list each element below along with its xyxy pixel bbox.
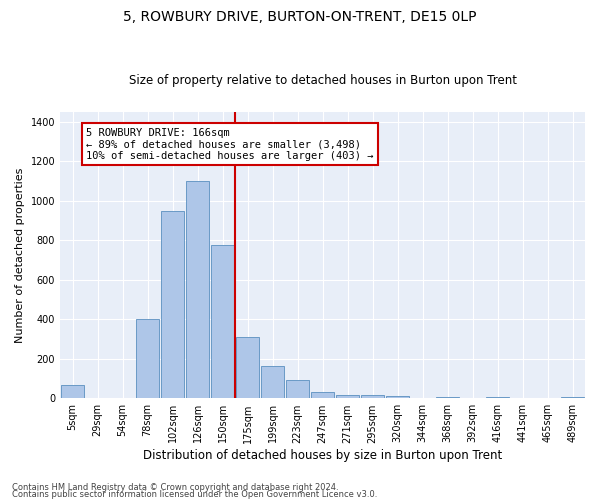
Bar (336, 396, 359, 398)
Text: 5, ROWBURY DRIVE, BURTON-ON-TRENT, DE15 0LP: 5, ROWBURY DRIVE, BURTON-ON-TRENT, DE15 … (123, 10, 477, 24)
Bar (186, 181, 209, 398)
Bar (161, 210, 184, 398)
Bar (211, 245, 234, 398)
Bar (361, 396, 384, 398)
Text: 5 ROWBURY DRIVE: 166sqm
← 89% of detached houses are smaller (3,498)
10% of semi: 5 ROWBURY DRIVE: 166sqm ← 89% of detache… (86, 128, 374, 161)
Bar (261, 366, 284, 398)
X-axis label: Distribution of detached houses by size in Burton upon Trent: Distribution of detached houses by size … (143, 450, 502, 462)
Bar (286, 380, 309, 398)
Bar (386, 396, 409, 398)
Text: Contains HM Land Registry data © Crown copyright and database right 2024.: Contains HM Land Registry data © Crown c… (12, 484, 338, 492)
Bar (236, 337, 259, 398)
Bar (311, 392, 334, 398)
Text: Contains public sector information licensed under the Open Government Licence v3: Contains public sector information licen… (12, 490, 377, 499)
Bar (136, 320, 159, 398)
Bar (61, 386, 84, 398)
Y-axis label: Number of detached properties: Number of detached properties (15, 168, 25, 342)
Title: Size of property relative to detached houses in Burton upon Trent: Size of property relative to detached ho… (128, 74, 517, 87)
